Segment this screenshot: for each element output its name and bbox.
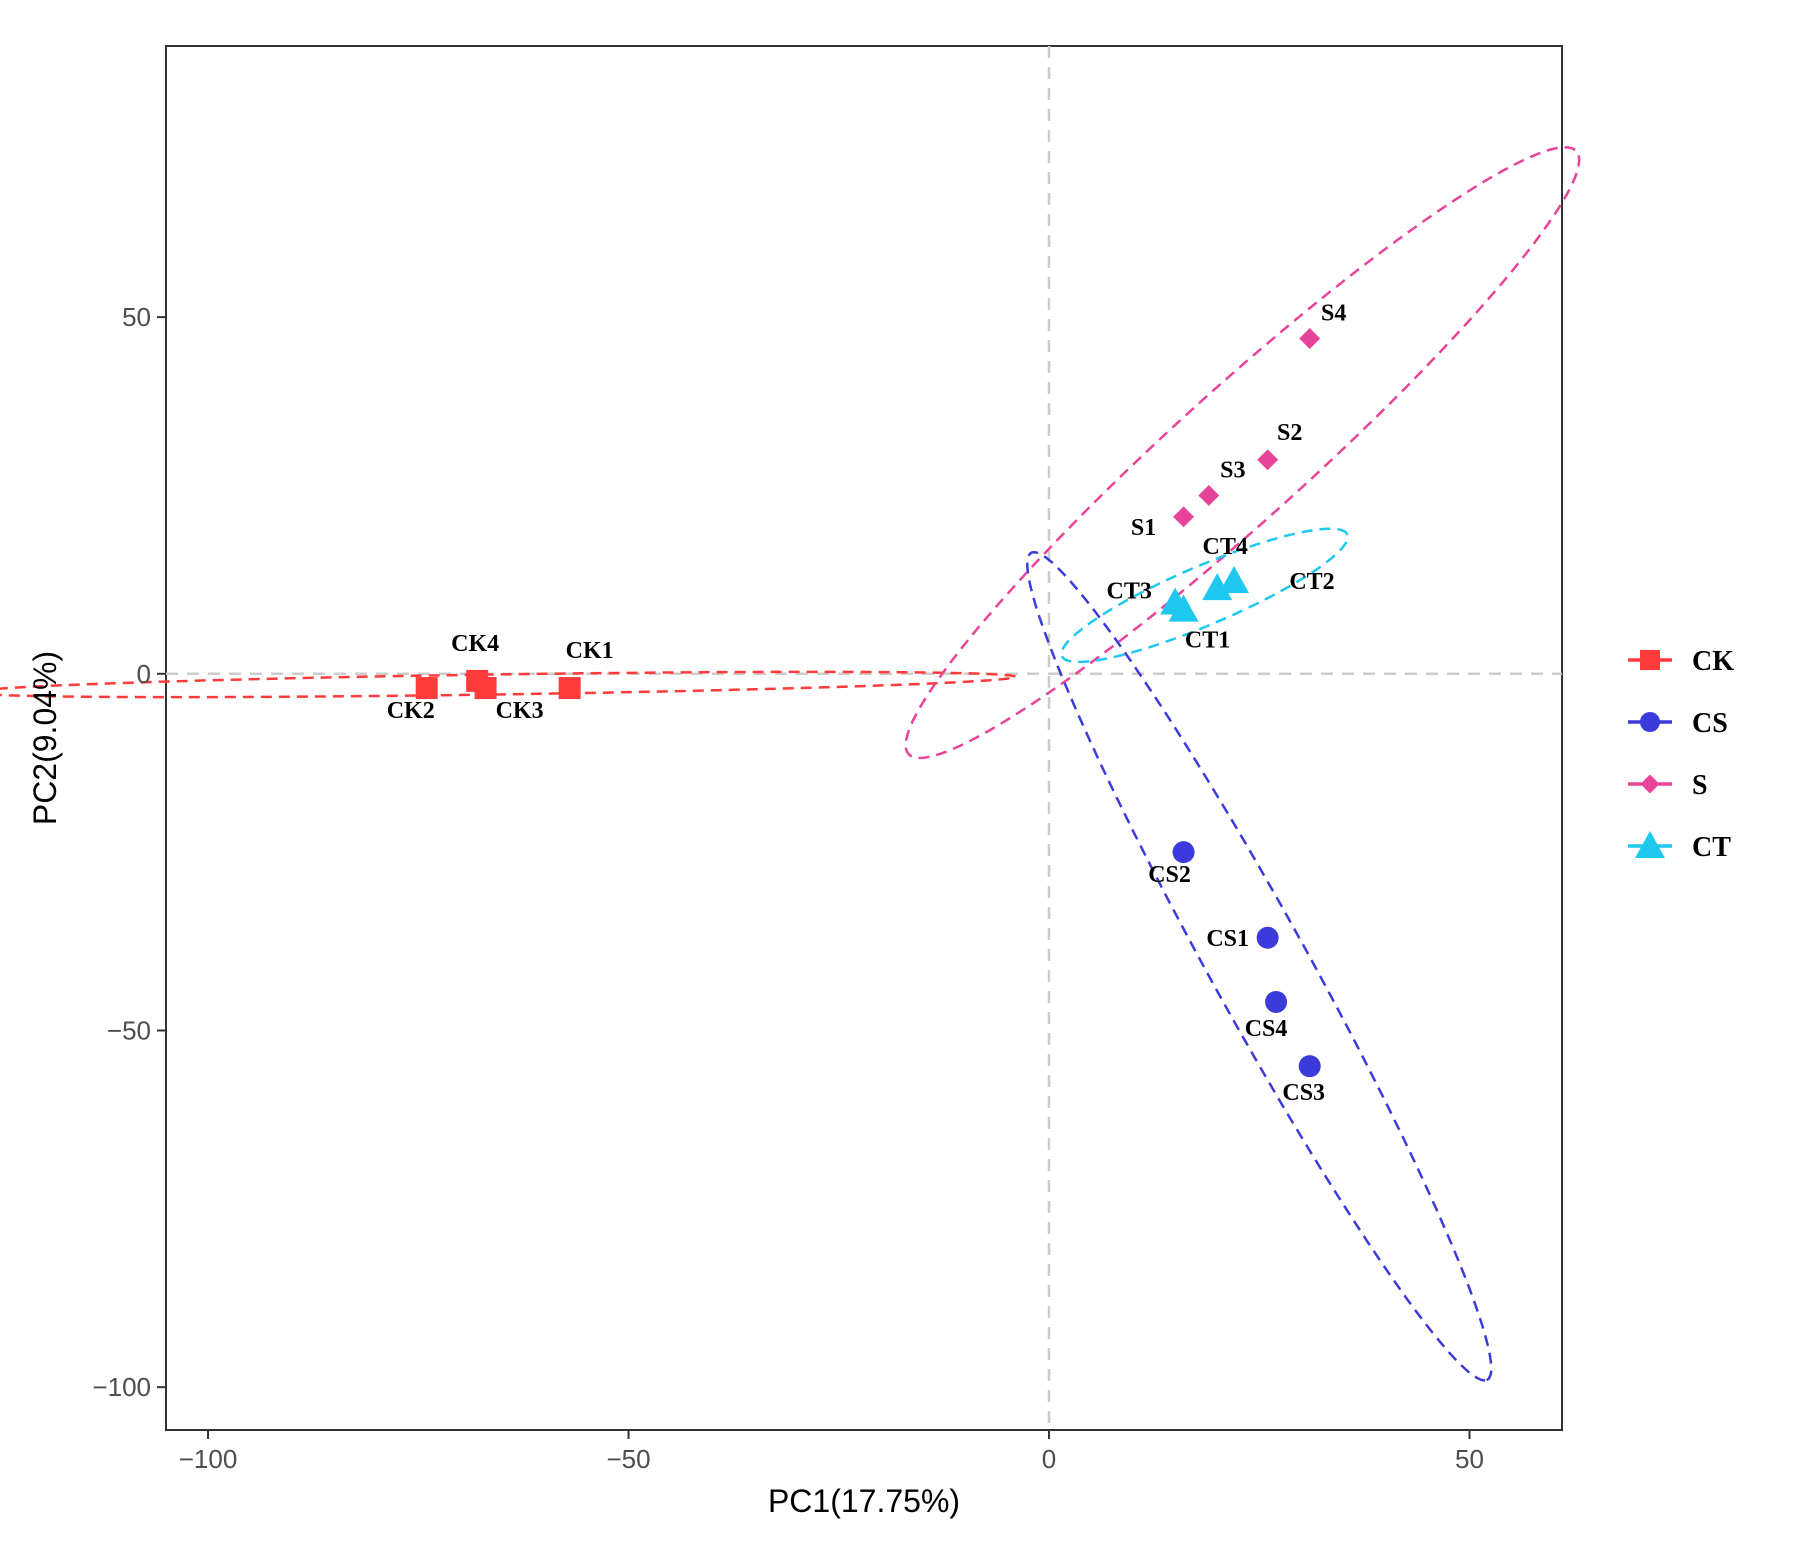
point-label-s1: S1 <box>1131 515 1156 541</box>
legend-item-ck: CK <box>1628 646 1734 677</box>
y-axis-title: PC2(9.04%) <box>27 651 63 825</box>
point-labels: CK1 CK2 CK3 CK4 CS1 CS2 CS3 CS4 S1 S2 S3 S4 CT1 CT2 CT… <box>387 300 1347 1106</box>
point-label-s4: S4 <box>1321 300 1346 326</box>
x-axis: −100 −50 0 50 <box>179 1430 1484 1474</box>
point-label-cs2: CS2 <box>1148 862 1191 888</box>
y-tick-label: 50 <box>122 302 151 332</box>
point-label-ct1: CT1 <box>1185 628 1230 654</box>
x-tick-label: 50 <box>1455 1444 1484 1474</box>
ellipse-s <box>904 146 1581 760</box>
point-s2 <box>1257 449 1279 471</box>
plot-panel <box>165 45 1563 1431</box>
legend-item-ct: CT <box>1628 831 1731 863</box>
point-label-cs3: CS3 <box>1282 1080 1325 1106</box>
ellipse-ct <box>1060 527 1350 664</box>
y-tick-label: −50 <box>107 1015 151 1045</box>
point-label-ck4: CK4 <box>451 631 499 657</box>
legend-marker-ck <box>1640 650 1660 670</box>
legend-item-cs: CS <box>1628 708 1728 739</box>
reference-lines <box>166 46 1562 1430</box>
x-axis-title: PC1(17.75%) <box>768 1483 960 1519</box>
confidence-ellipses <box>0 146 1581 1382</box>
data-points <box>415 328 1321 1078</box>
point-label-s3: S3 <box>1220 457 1245 483</box>
x-tick-label: −50 <box>606 1444 650 1474</box>
ellipse-ck <box>0 670 1017 699</box>
y-axis: −100 −50 0 50 <box>92 302 166 1402</box>
point-cs1 <box>1256 926 1279 949</box>
point-label-ck2: CK2 <box>387 698 435 724</box>
point-label-s2: S2 <box>1277 420 1302 446</box>
legend-label-cs: CS <box>1692 708 1728 739</box>
point-ct4 <box>1202 573 1233 601</box>
legend-marker-ct <box>1635 831 1665 858</box>
point-cs4 <box>1265 990 1288 1013</box>
ellipse-cs <box>1026 550 1493 1382</box>
point-label-ck1: CK1 <box>566 638 614 664</box>
legend-marker-cs <box>1640 712 1660 732</box>
point-label-ct3: CT3 <box>1106 578 1151 604</box>
point-s3 <box>1198 484 1220 506</box>
point-label-ct2: CT2 <box>1289 569 1334 595</box>
x-tick-label: 0 <box>1042 1444 1056 1474</box>
y-tick-label: 0 <box>137 659 151 689</box>
legend: CK CS S CT <box>1628 646 1734 863</box>
point-ck4 <box>466 669 489 692</box>
point-cs2 <box>1172 841 1195 864</box>
point-ct2 <box>1219 566 1250 594</box>
point-s4 <box>1299 328 1321 349</box>
legend-marker-s <box>1640 774 1660 794</box>
point-label-ct4: CT4 <box>1203 534 1248 560</box>
x-tick-label: −100 <box>179 1444 238 1474</box>
point-ct3 <box>1160 587 1191 615</box>
point-label-cs4: CS4 <box>1245 1016 1288 1042</box>
point-ck2 <box>415 677 438 700</box>
legend-label-ct: CT <box>1692 832 1731 863</box>
point-label-ck3: CK3 <box>496 698 544 724</box>
point-cs3 <box>1298 1055 1321 1078</box>
point-label-cs1: CS1 <box>1206 926 1249 952</box>
legend-label-ck: CK <box>1692 646 1734 677</box>
legend-item-s: S <box>1628 770 1708 801</box>
y-tick-label: −100 <box>92 1372 151 1402</box>
point-ck1 <box>558 677 581 700</box>
point-s1 <box>1173 506 1195 528</box>
legend-label-s: S <box>1692 770 1708 801</box>
